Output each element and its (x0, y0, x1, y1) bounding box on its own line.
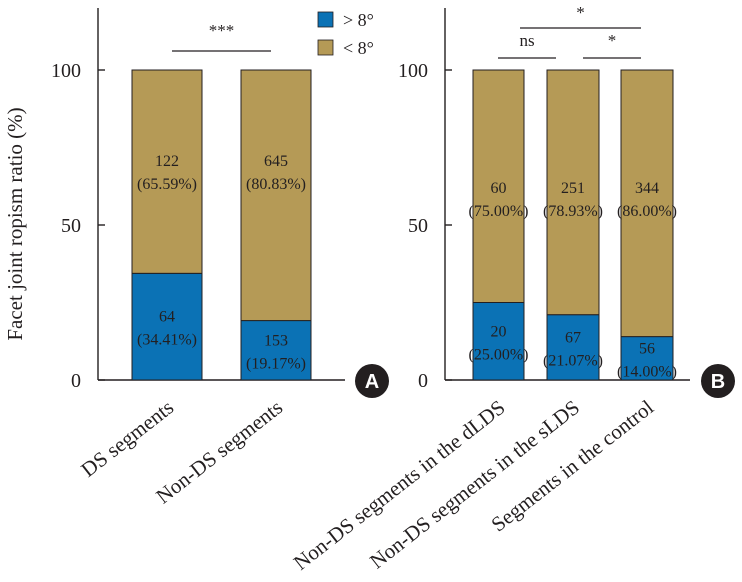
category-label: DS segments (76, 395, 178, 482)
y-tick-label: 0 (418, 370, 428, 392)
significance-label: * (576, 3, 585, 22)
bar-segment-below-8 (131, 69, 203, 274)
count-label-above-8: 153 (264, 332, 288, 349)
panel-badge-label: A (365, 371, 379, 393)
bar-segment-above-8 (546, 314, 600, 381)
legend: > 8° < 8° (317, 10, 374, 58)
legend-swatch (317, 11, 334, 28)
percent-label-above-8: (14.00%) (617, 363, 677, 380)
bar-segment-above-8 (131, 272, 203, 381)
percent-label-below-8: (86.00%) (617, 203, 677, 220)
percent-label-above-8: (34.41%) (137, 332, 197, 349)
count-label-below-8: 251 (561, 180, 585, 197)
count-label-above-8: 20 (491, 323, 507, 340)
percent-label-above-8: (25.00%) (469, 346, 529, 363)
y-tick-label: 100 (51, 60, 81, 82)
count-label-below-8: 645 (264, 153, 288, 170)
y-tick-label: 50 (61, 215, 81, 237)
bar-segment-above-8 (240, 320, 312, 381)
legend-label: > 8° (343, 10, 374, 30)
count-label-below-8: 344 (635, 180, 659, 197)
percent-label-below-8: (75.00%) (469, 203, 529, 220)
panel-badge (701, 364, 735, 398)
count-label-above-8: 64 (159, 309, 175, 326)
legend-swatch (317, 39, 334, 56)
y-tick-label: 100 (398, 60, 428, 82)
percent-label-below-8: (78.93%) (543, 203, 603, 220)
bar-segment-below-8 (240, 69, 312, 322)
significance-label: *** (209, 21, 235, 40)
count-label-below-8: 122 (155, 153, 179, 170)
panel-a: 0 50 100 64 (34.41%) 122 (65.59%) DS segments 15… (51, 8, 389, 508)
count-label-above-8: 56 (639, 340, 655, 357)
bar-segment-above-8 (620, 336, 674, 381)
y-tick-label: 50 (408, 215, 428, 237)
panel-badge-label: B (711, 371, 725, 393)
significance-label: * (608, 31, 617, 50)
percent-label-below-8: (65.59%) (137, 176, 197, 193)
bar-segment-below-8 (472, 69, 525, 303)
percent-label-below-8: (80.83%) (246, 176, 306, 193)
percent-label-above-8: (19.17%) (246, 355, 306, 372)
bar-segment-above-8 (472, 302, 525, 381)
bar-segment-below-8 (620, 69, 674, 338)
legend-label: < 8° (343, 38, 374, 58)
y-tick-label: 0 (71, 370, 81, 392)
y-axis-label: Facet joint ropism ratio (%) (3, 107, 27, 340)
bar-segment-below-8 (546, 69, 600, 316)
count-label-below-8: 60 (491, 180, 507, 197)
significance-label: ns (519, 31, 534, 50)
panel-badge (355, 364, 389, 398)
percent-label-above-8: (21.07%) (543, 352, 603, 369)
count-label-above-8: 67 (565, 329, 581, 346)
